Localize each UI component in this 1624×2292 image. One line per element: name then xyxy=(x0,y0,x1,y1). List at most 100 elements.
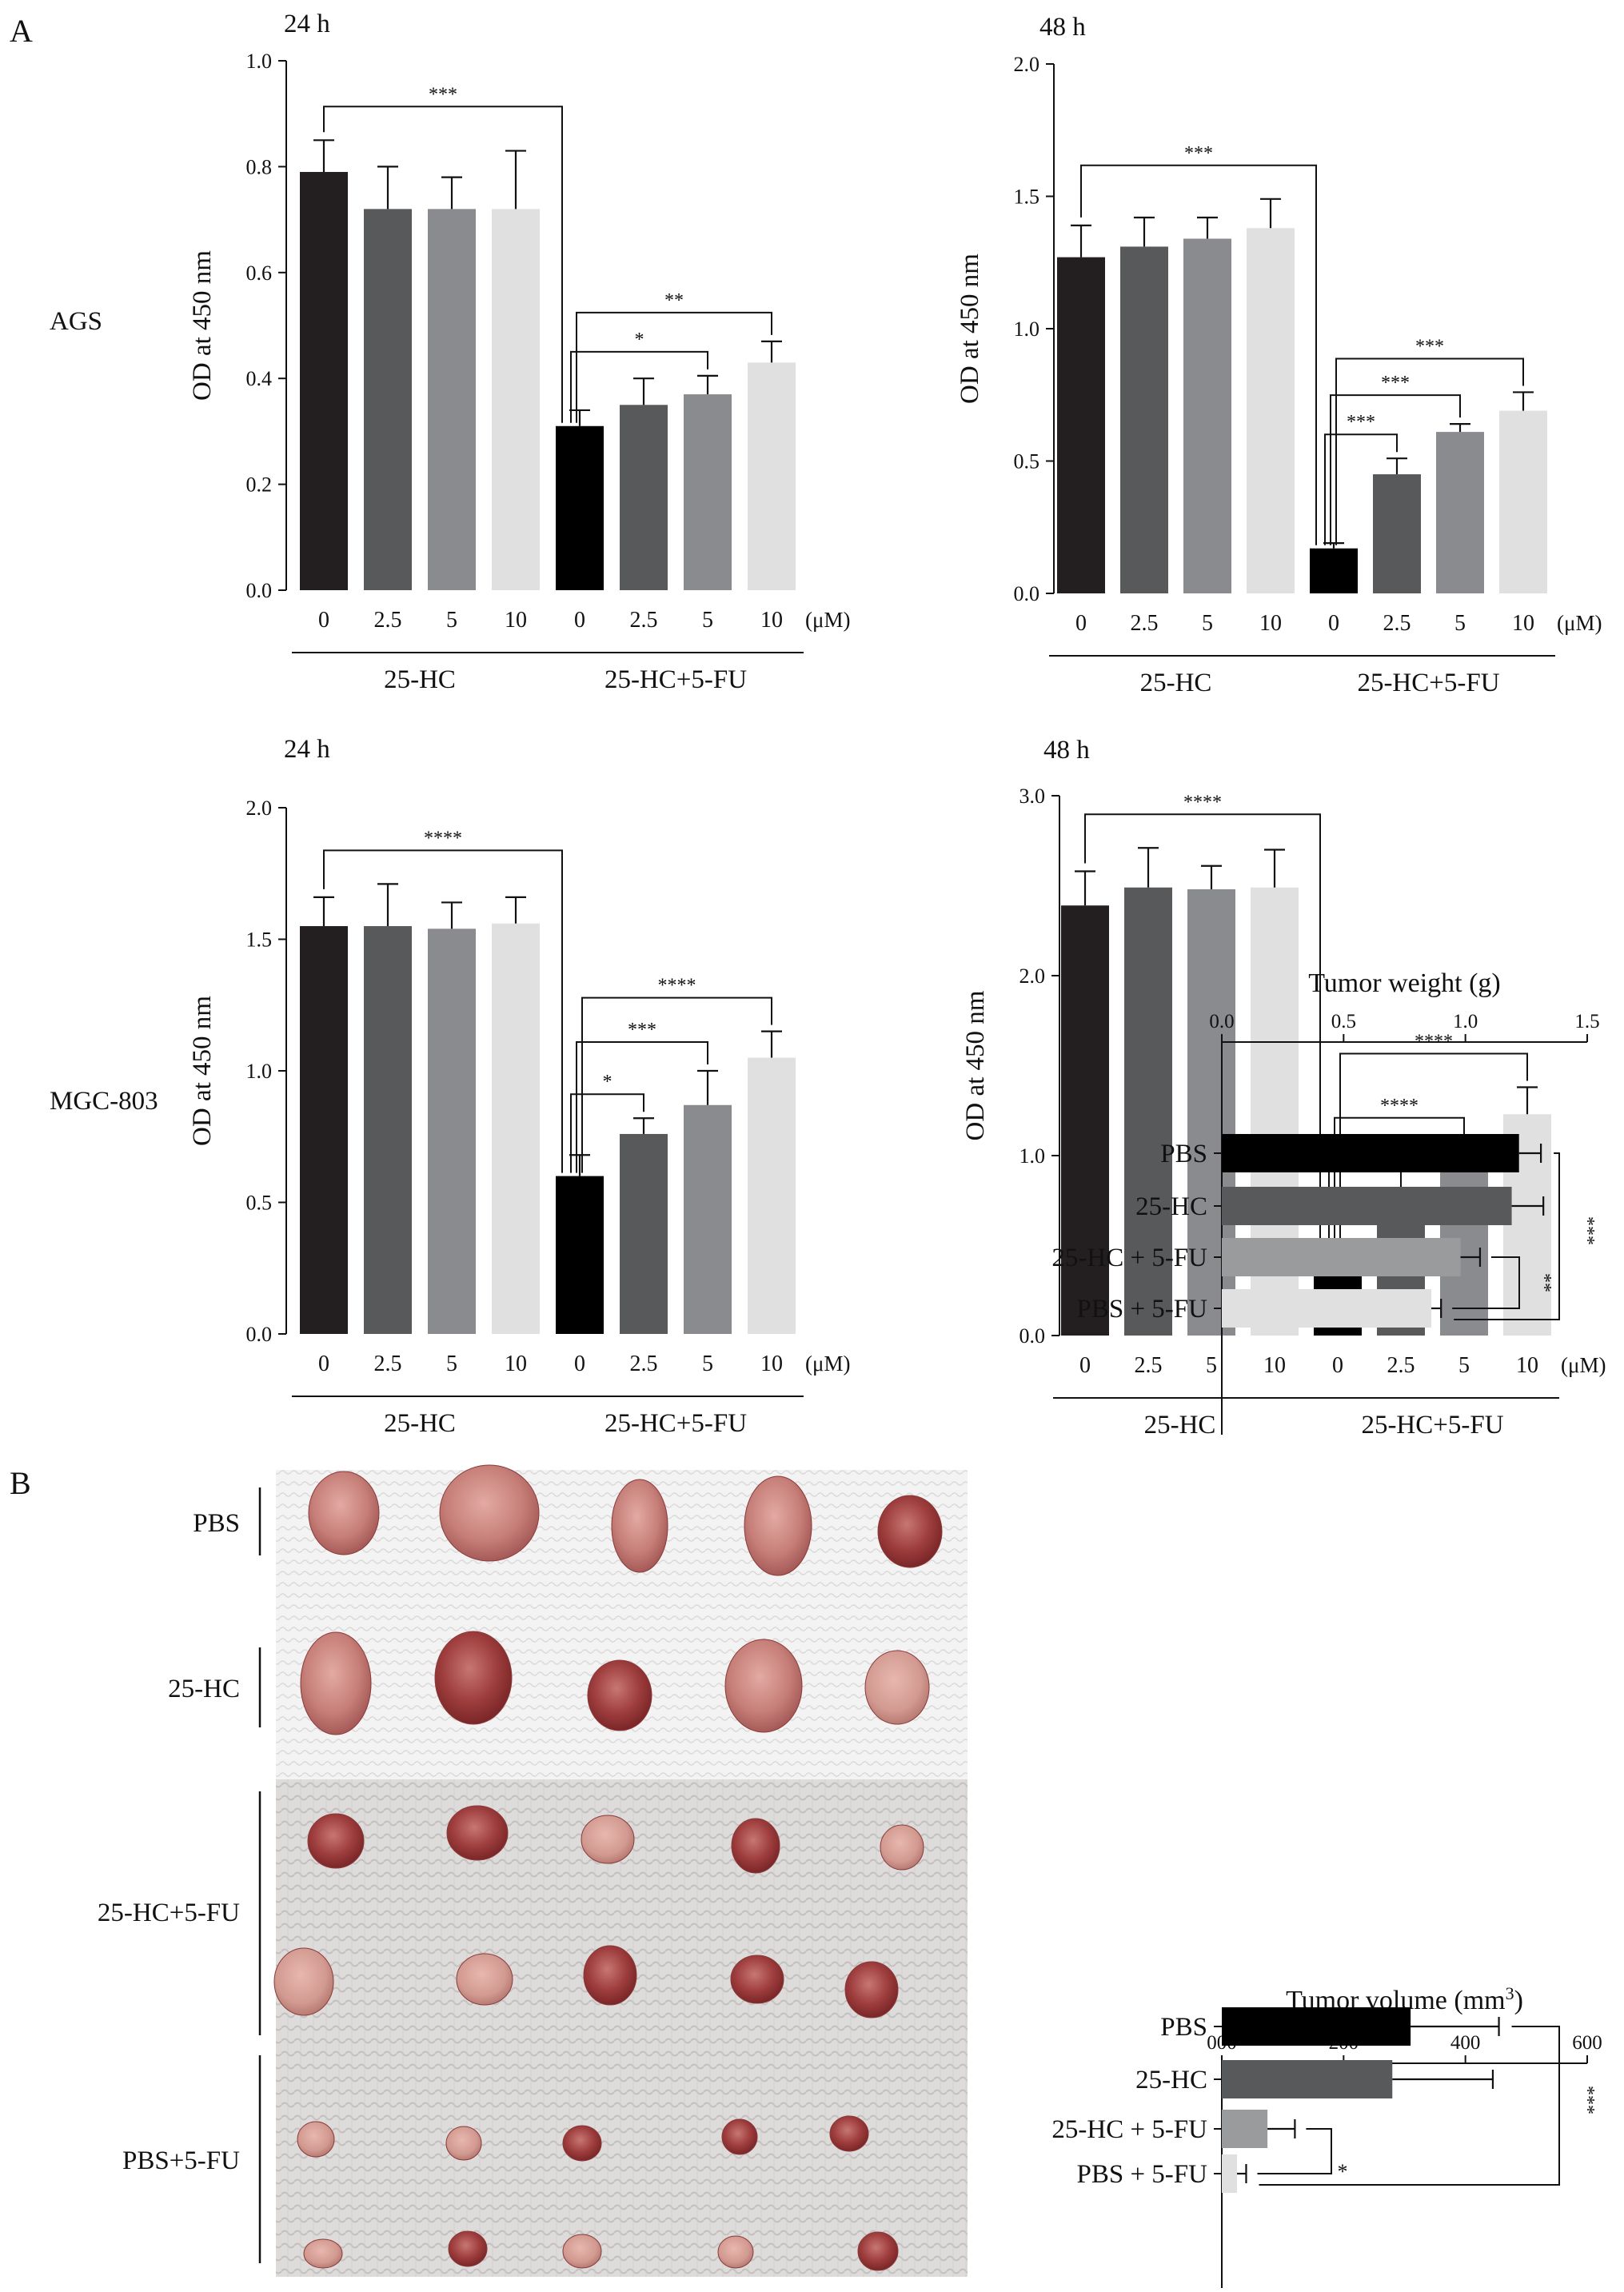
tumor-sample xyxy=(877,1495,943,1568)
tumor-sample xyxy=(303,2238,343,2269)
y-tick-label: 25-HC xyxy=(1135,1192,1207,1221)
bar xyxy=(748,362,796,590)
x-tick-label: 0 xyxy=(318,1352,329,1376)
group-label: 25-HC xyxy=(384,1409,456,1438)
bar xyxy=(1222,1289,1432,1328)
bar xyxy=(1373,474,1421,593)
significance-label: *** xyxy=(1184,143,1213,164)
significance-bracket xyxy=(1335,357,1524,545)
y-tick-label: 1.0 xyxy=(1019,1144,1046,1168)
unit-label: (μM) xyxy=(1561,1353,1606,1377)
tumor-photo: PBS 25-HC 25-HC+5-FU PBS+5-FU xyxy=(98,1464,968,2277)
x-tick-label: 10 xyxy=(1512,611,1534,636)
significance-label: **** xyxy=(1183,792,1222,813)
x-tick-label: 2.5 xyxy=(374,608,402,633)
chart-tumor-volume: Tumor volume (mm3)000200400600PBS25-HC25… xyxy=(1051,1983,1602,2292)
chart-ags-48h: 48 h 0.0 0.5 1.0 1.5 2.0 OD at 450 nm 0 2.5 5 10 0 2… xyxy=(956,13,1602,697)
tumor-sample xyxy=(297,2121,335,2158)
significance-bracket xyxy=(570,1093,644,1173)
tumor-sample xyxy=(829,2115,869,2152)
tumor-sample xyxy=(308,1471,380,1555)
x-tick-label: 5 xyxy=(1454,611,1466,636)
tumor-sample xyxy=(300,1631,372,1735)
x-tick-label: 600 xyxy=(1572,2032,1602,2054)
x-tick-label: 2.5 xyxy=(1135,1353,1163,1378)
tumor-sample xyxy=(844,1961,899,2018)
y-tick-label: 1.5 xyxy=(246,928,273,952)
tumor-sample xyxy=(880,1824,924,1871)
y-tick-label: 0.0 xyxy=(246,579,273,602)
y-tick-label: 0.6 xyxy=(246,262,273,285)
unit-label: (μM) xyxy=(805,608,850,632)
significance-bracket xyxy=(581,996,772,1173)
row-label-mgc-803: MGC-803 xyxy=(50,1087,158,1116)
significance-label: *** xyxy=(1347,412,1375,433)
y-tick-label: PBS + 5-FU xyxy=(1076,1295,1207,1324)
chart-tumor-weight: Tumor weight (g) 0.0 0.5 1.0 1.5 PBS 25-HC 25-H… xyxy=(1051,968,1600,1435)
group-label: 25-HC xyxy=(1144,1411,1216,1439)
chart-title: 48 h xyxy=(1043,736,1090,765)
y-tick-label: 1.0 xyxy=(1014,317,1040,341)
significance-bracket xyxy=(570,350,708,423)
bar xyxy=(364,209,412,590)
bar xyxy=(748,1057,796,1334)
tumor-sample xyxy=(581,1815,635,1864)
x-tick-label: 0.5 xyxy=(1331,1011,1356,1032)
x-tick-label: 0 xyxy=(574,1352,585,1376)
bar xyxy=(684,394,732,590)
tumor-sample xyxy=(445,2126,482,2161)
y-tick-label: 2.0 xyxy=(1019,964,1046,988)
y-tick-label: 1.0 xyxy=(246,50,273,73)
y-tick-label: 0.2 xyxy=(246,473,273,497)
photo-label-pbs: PBS xyxy=(193,1509,240,1538)
x-tick-label: 5 xyxy=(1202,611,1213,636)
significance-label: * xyxy=(635,329,644,350)
y-tick-label: PBS xyxy=(1160,2013,1207,2042)
bar xyxy=(1222,2154,1238,2193)
photo-label-25-hc-5-fu: 25-HC+5-FU xyxy=(98,1899,240,1927)
tumor-sample xyxy=(562,2234,602,2269)
x-tick-label: 10 xyxy=(1259,611,1282,636)
tumor-sample xyxy=(446,1805,509,1861)
y-tick-label: 25-HC xyxy=(1135,2066,1207,2094)
significance-label: * xyxy=(603,1072,612,1092)
y-tick-label: 0.8 xyxy=(246,155,273,178)
bar xyxy=(300,926,348,1334)
y-tick-label: 0.0 xyxy=(246,1323,273,1346)
bar xyxy=(1222,2007,1411,2046)
row-label-ags: AGS xyxy=(50,307,102,336)
bar xyxy=(1436,432,1484,593)
tumor-sample xyxy=(731,1818,780,1874)
bar xyxy=(684,1104,732,1334)
chart-title: 24 h xyxy=(284,10,330,38)
x-tick-label: 1.0 xyxy=(1453,1011,1478,1032)
x-tick-label: 10 xyxy=(760,608,783,633)
x-tick-label: 5 xyxy=(1458,1353,1470,1378)
x-tick-label: 5 xyxy=(446,1352,457,1376)
x-tick-label: 10 xyxy=(505,1352,527,1376)
tumor-sample xyxy=(583,1945,637,2006)
bar xyxy=(1222,1187,1512,1225)
x-tick-label: 400 xyxy=(1450,2032,1481,2054)
significance-label: **** xyxy=(1380,1096,1419,1116)
x-tick-label: 10 xyxy=(1516,1353,1538,1378)
bar xyxy=(1247,228,1295,593)
chart-ags-24h: 24 h 0.0 0.2 0.4 0.6 0.8 1.0 OD at 450 nm 0 2.5 5 1… xyxy=(188,10,850,694)
tumor-sample xyxy=(587,1659,652,1731)
significance-bracket xyxy=(1084,813,1321,1264)
chart-mgc-803-24h: 24 h 0.0 0.5 1.0 1.5 2.0 OD at 450 nm 0 2.5 5 10 0 2… xyxy=(188,735,850,1438)
significance-label: *** xyxy=(1381,373,1410,393)
panel-a-letter: A xyxy=(10,13,33,49)
bar xyxy=(1499,410,1547,593)
bar xyxy=(556,1176,604,1334)
group-label: 25-HC+5-FU xyxy=(605,665,747,694)
significance-bracket xyxy=(323,106,563,423)
significance-bracket xyxy=(576,311,772,423)
y-tick-label: 0.4 xyxy=(246,367,273,390)
bar xyxy=(620,1133,668,1334)
x-tick-label: 2.5 xyxy=(630,608,658,633)
panel-b-letter: B xyxy=(10,1465,31,1501)
x-tick-label: 0 xyxy=(1079,1353,1091,1378)
y-tick-label: 0.0 xyxy=(1014,582,1040,605)
